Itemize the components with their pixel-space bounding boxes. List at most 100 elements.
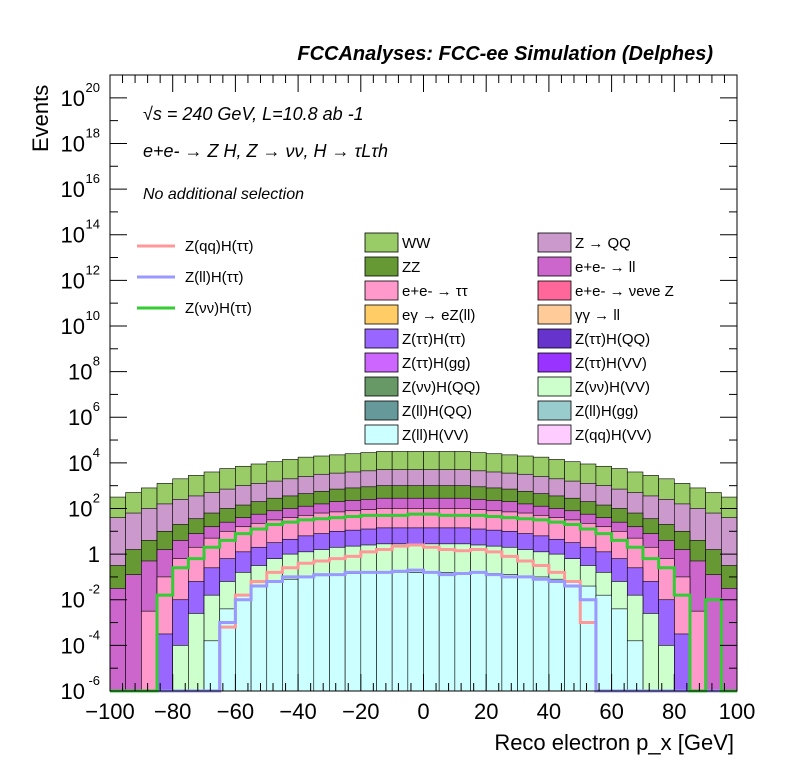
- x-tick-label: 60: [599, 699, 623, 724]
- x-tick-label: 100: [719, 699, 756, 724]
- signal-line: [110, 512, 737, 693]
- signal-line: [110, 568, 737, 693]
- stack-bar: [156, 633, 173, 692]
- x-tick-label: 80: [662, 699, 686, 724]
- y-tick-label: 10: [61, 223, 85, 248]
- y-tick-label: 10: [61, 86, 85, 111]
- stack-legend-label: eγ → eZ(ll): [402, 307, 475, 324]
- stack-bar: [642, 613, 659, 692]
- stack-legend: WW Z → QQ ZZ e+e- → ll e+e- → ττ e+e- → νeνe …: [364, 232, 674, 445]
- stack-legend-swatch: [364, 304, 399, 325]
- signal-legend: Z(qq)H(ττ) Z(ll)H(ττ) Z(νν)H(ττ): [137, 238, 254, 317]
- stack-legend-label: Z(ττ)H(QQ): [575, 331, 650, 348]
- stack-bar: [282, 578, 299, 692]
- stack-legend-label: e+e- → ll: [575, 259, 635, 276]
- stack-bar: [141, 610, 158, 692]
- stack-bar: [470, 572, 487, 692]
- stack-bar: [485, 573, 503, 692]
- stack-legend-swatch: [364, 352, 399, 373]
- x-axis-title: Reco electron p_x [GeV]: [494, 730, 734, 755]
- stack-legend-swatch: [364, 376, 399, 397]
- stack-bar: [595, 594, 612, 692]
- stack-bar: [329, 574, 346, 692]
- stack-bar: [109, 588, 126, 692]
- x-tick-label: −80: [154, 699, 191, 724]
- stack-bar: [250, 585, 268, 692]
- selection-annotation: No additional selection: [143, 186, 304, 203]
- y-tick-label: 10: [61, 633, 85, 658]
- stack-legend-swatch: [364, 256, 399, 277]
- stack-legend-label: e+e- → ττ: [402, 283, 468, 300]
- stack-bar: [611, 608, 628, 692]
- y-tick-exponent: 16: [86, 171, 100, 186]
- stack-legend-swatch: [364, 400, 399, 421]
- stack-bar: [423, 572, 440, 692]
- stack-bar: [376, 572, 393, 692]
- y-tick-exponent: 4: [93, 445, 100, 460]
- stack-legend-label: Z(ττ)H(VV): [575, 355, 647, 372]
- stack-bar: [203, 640, 221, 692]
- y-tick-exponent: 14: [86, 217, 100, 232]
- stack-bar: [391, 572, 409, 692]
- stack-bar: [705, 574, 722, 692]
- stack-bar: [344, 573, 362, 692]
- x-tick-label: 40: [537, 699, 561, 724]
- stack-bar: [172, 645, 189, 692]
- y-tick-label: 10: [61, 268, 85, 293]
- stack-bar: [689, 610, 706, 692]
- stack-bar: [235, 594, 252, 692]
- stack-bar: [501, 574, 518, 692]
- stack-bar: [125, 574, 142, 692]
- y-tick-label: 10: [68, 360, 92, 385]
- stack-bar: [532, 576, 550, 692]
- signal-legend-label: Z(νν)H(ττ): [185, 300, 252, 317]
- stack-legend-swatch: [537, 304, 572, 325]
- stack-legend-label: γγ → ll: [575, 307, 620, 324]
- x-tick-label: −40: [279, 699, 316, 724]
- stack-legend-label: WW: [402, 235, 431, 252]
- stack-legend-swatch: [364, 280, 399, 301]
- signal-legend-label: Z(ll)H(ττ): [185, 269, 244, 286]
- stack-bar: [454, 572, 471, 692]
- y-tick-exponent: 18: [86, 125, 100, 140]
- y-tick-exponent: 8: [93, 354, 100, 369]
- stack-legend-swatch: [364, 424, 399, 445]
- stack-legend-swatch: [537, 352, 572, 373]
- stack-legend-label: Z(νν)H(VV): [575, 379, 650, 396]
- stack-bar: [626, 640, 644, 692]
- stack-legend-label: Z(ll)H(QQ): [402, 403, 472, 420]
- y-tick-label: 10: [68, 451, 92, 476]
- stack-legend-swatch: [537, 376, 572, 397]
- energy-annotation: √s = 240 GeV, L=10.8 ab -1: [143, 104, 364, 124]
- stack-bar: [407, 572, 424, 692]
- x-tick-label: −60: [217, 699, 254, 724]
- stack-legend-label: Z(ll)H(gg): [575, 403, 638, 420]
- y-tick-label: 10: [61, 588, 85, 613]
- stack-legend-swatch: [537, 280, 572, 301]
- process-annotation: e+e- → Z H, Z → νν, H → τLτh: [143, 141, 388, 161]
- y-tick-exponent: -6: [88, 673, 100, 688]
- y-tick-exponent: 6: [93, 399, 100, 414]
- stack-legend-box: [357, 230, 677, 450]
- stack-legend-label: Z(ττ)H(ττ): [402, 331, 466, 348]
- stack-legend-label: Z(ll)H(VV): [402, 427, 469, 444]
- y-tick-exponent: 20: [86, 80, 100, 95]
- stack-bar: [517, 575, 534, 692]
- y-tick-exponent: -2: [88, 582, 100, 597]
- stack-bar: [438, 572, 456, 692]
- stack-legend-swatch: [364, 232, 399, 253]
- stack-bar: [673, 633, 691, 692]
- stack-legend-swatch: [537, 328, 572, 349]
- y-tick-label: 10: [61, 679, 85, 704]
- y-tick-label: 10: [61, 177, 85, 202]
- x-tick-label: −100: [85, 699, 135, 724]
- y-tick-label: 10: [68, 496, 92, 521]
- stack-bar: [266, 581, 283, 692]
- stack-bar: [297, 576, 315, 692]
- x-tick-label: −20: [342, 699, 379, 724]
- signal-layer: [110, 512, 737, 693]
- stack-bar: [721, 588, 738, 692]
- stack-legend-label: e+e- → νeνe Z: [575, 283, 674, 300]
- y-tick-exponent: 12: [86, 262, 100, 277]
